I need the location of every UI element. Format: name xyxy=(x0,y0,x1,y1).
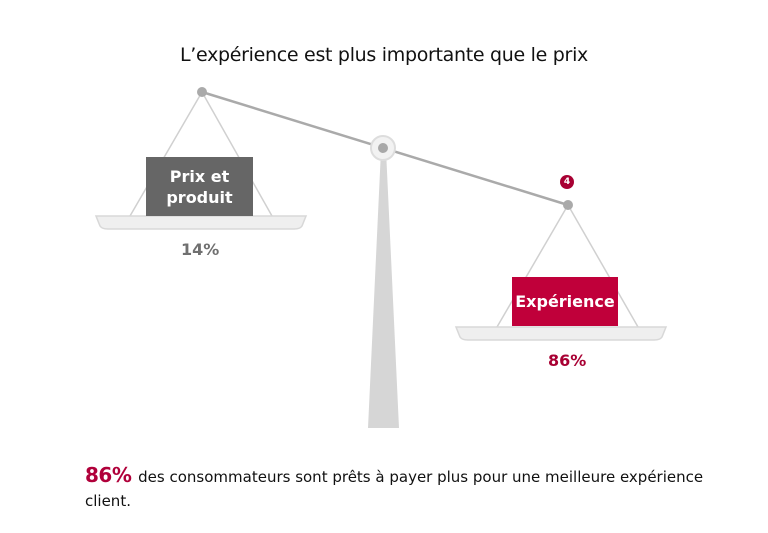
right-hook xyxy=(563,200,573,210)
right-weight-label: Expérience xyxy=(512,277,618,326)
caption-text: des consommateurs sont prêts à payer plu… xyxy=(85,468,704,510)
page-title: L’expérience est plus importante que le … xyxy=(179,44,588,66)
footnote-marker: 4 xyxy=(560,175,574,189)
caption-highlight: 86% xyxy=(85,463,132,487)
right-pan xyxy=(454,326,668,341)
caption: 86% des consommateurs sont prêts à payer… xyxy=(85,463,705,513)
pivot-inner xyxy=(378,143,388,153)
left-weight-label: Prix et produit xyxy=(146,157,253,216)
right-percent: 86% xyxy=(548,351,587,370)
left-hook xyxy=(197,87,207,97)
left-percent: 14% xyxy=(181,240,220,259)
scale-stand xyxy=(368,150,399,428)
left-pan xyxy=(94,215,308,230)
